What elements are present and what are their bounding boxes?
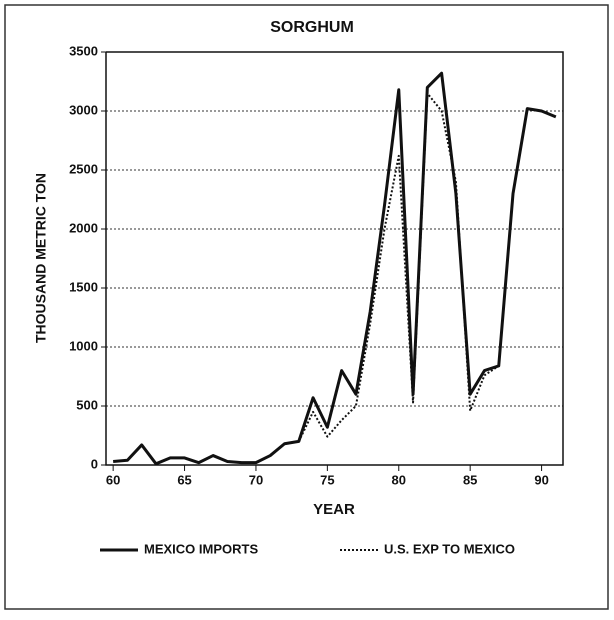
chart-title: SORGHUM [270,19,354,36]
y-tick-label: 3000 [69,102,98,117]
x-tick-label: 75 [320,472,334,487]
x-tick-label: 85 [463,472,477,487]
y-tick-label: 500 [76,397,98,412]
y-tick-label: 1500 [69,279,98,294]
axes [105,51,564,466]
series-line [113,71,557,466]
y-axis-label: THOUSAND METRIC TON [33,173,49,343]
y-tick-label: 1000 [69,338,98,353]
x-tick-label: 90 [534,472,548,487]
y-tick-label: 2000 [69,220,98,235]
y-tick-label: 3500 [69,43,98,58]
x-tick-label: 65 [177,472,191,487]
x-axis-label: YEAR [313,501,355,518]
x-tick-label: 80 [392,472,406,487]
series-line [297,92,500,442]
x-tick-label: 70 [249,472,263,487]
x-tick-label: 60 [106,472,120,487]
legend-label: MEXICO IMPORTS [144,541,258,556]
legend-label: U.S. EXP TO MEXICO [384,541,515,556]
y-tick-label: 0 [91,456,98,471]
frame [4,4,609,610]
y-tick-label: 2500 [69,161,98,176]
